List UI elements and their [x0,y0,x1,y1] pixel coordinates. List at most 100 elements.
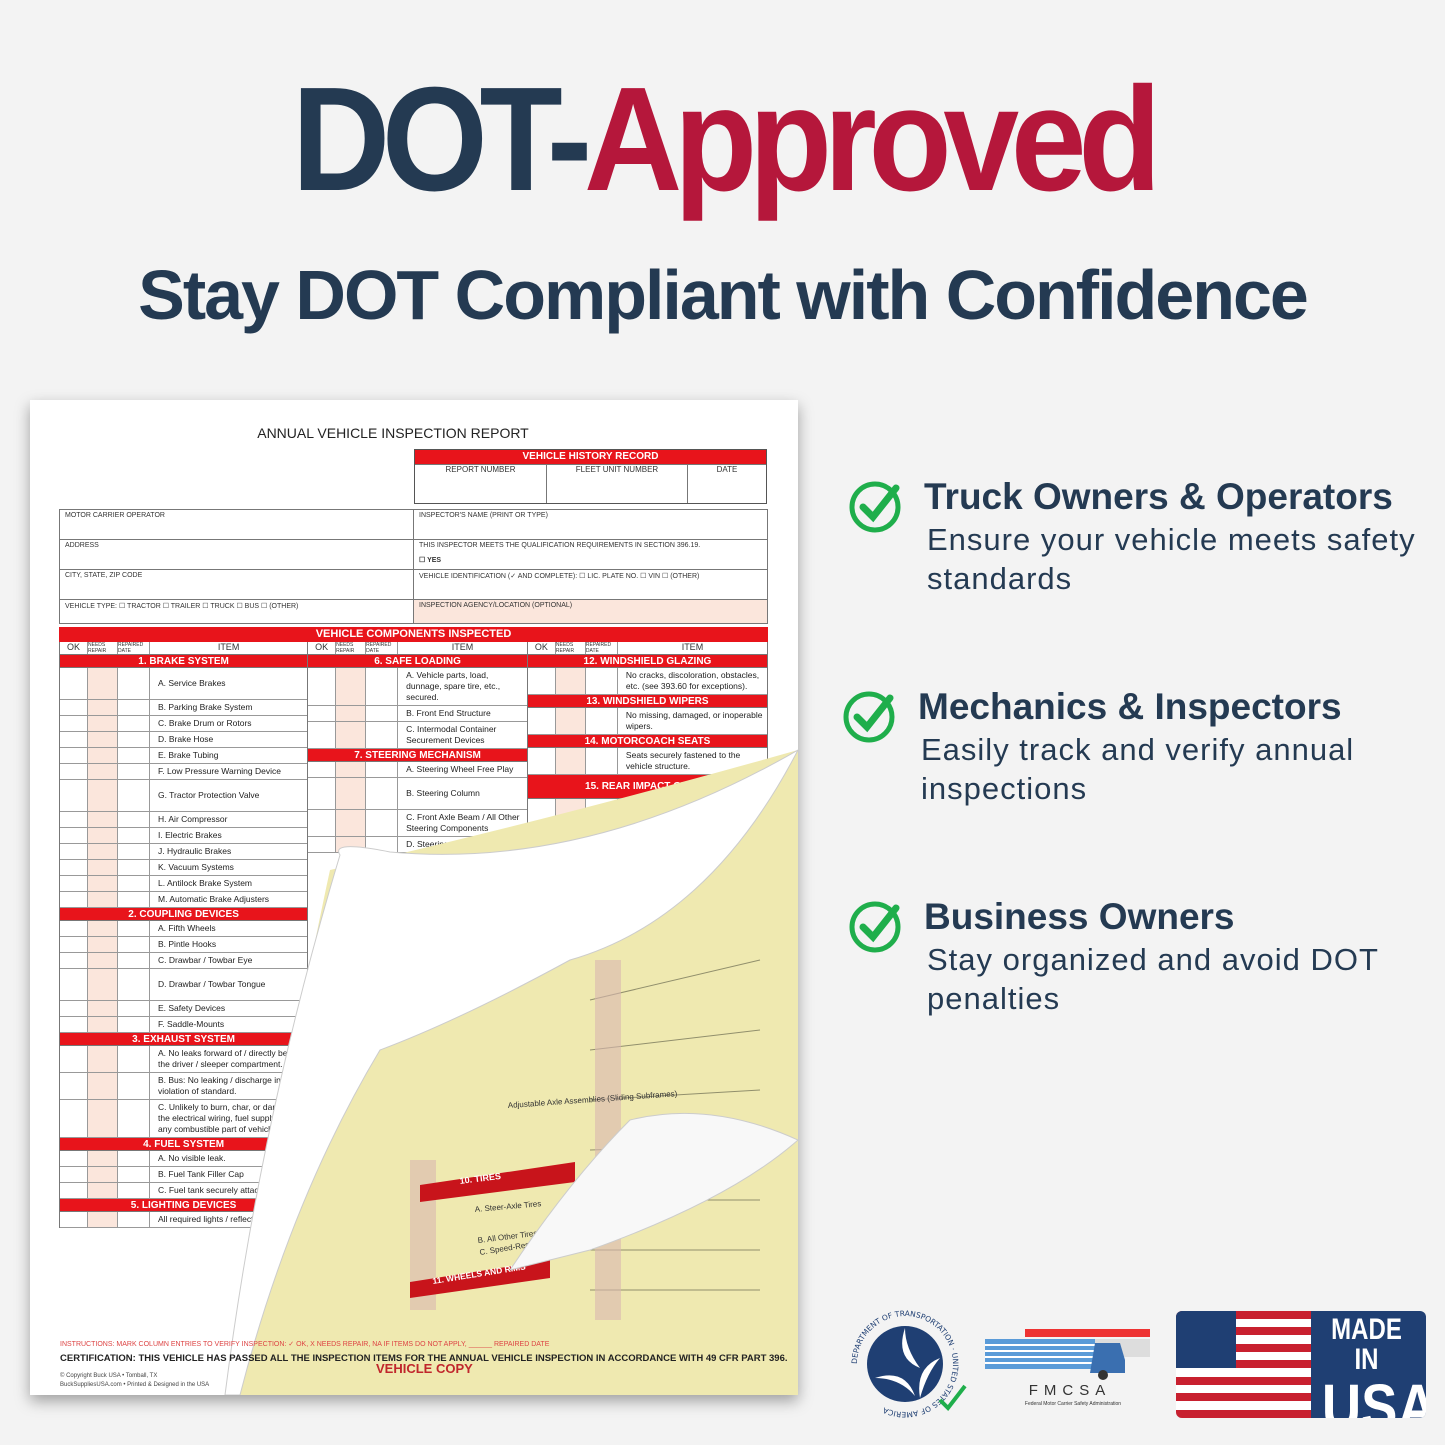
repaired-date-cell[interactable] [118,732,150,747]
needs-repair-cell[interactable] [336,778,367,809]
repaired-date-cell[interactable] [118,1046,150,1072]
repaired-date-cell[interactable] [118,1001,150,1016]
ok-cell[interactable] [308,810,337,836]
ok-cell[interactable] [60,716,88,731]
needs-repair-cell[interactable] [88,969,118,1000]
ok-cell[interactable] [60,732,88,747]
needs-repair-cell[interactable] [88,1151,118,1166]
ok-cell[interactable] [60,844,88,859]
ok-cell[interactable] [60,1167,88,1182]
qualification-field[interactable]: THIS INSPECTOR MEETS THE QUALIFICATION R… [414,540,767,569]
needs-repair-cell[interactable] [88,748,118,763]
needs-repair-cell[interactable] [88,937,118,952]
ok-cell[interactable] [308,722,337,748]
repaired-date-cell[interactable] [366,668,399,705]
needs-repair-cell[interactable] [88,716,118,731]
needs-repair-cell[interactable] [88,668,118,699]
repaired-date-cell[interactable] [366,762,399,777]
needs-repair-cell[interactable] [88,700,118,715]
repaired-date-cell[interactable] [118,876,150,891]
needs-repair-cell[interactable] [555,708,586,734]
repaired-date-cell[interactable] [586,668,618,694]
repaired-date-cell[interactable] [118,1212,150,1227]
ok-cell[interactable] [308,778,337,809]
needs-repair-cell[interactable] [88,844,118,859]
needs-repair-cell[interactable] [88,780,118,811]
needs-repair-cell[interactable] [336,668,367,705]
repaired-date-cell[interactable] [118,953,150,968]
needs-repair-cell[interactable] [88,1212,118,1227]
needs-repair-cell[interactable] [88,764,118,779]
needs-repair-cell[interactable] [336,810,367,836]
needs-repair-cell[interactable] [88,860,118,875]
repaired-date-cell[interactable] [366,810,399,836]
ok-cell[interactable] [308,762,337,777]
ok-cell[interactable] [60,1100,88,1137]
repaired-date-cell[interactable] [118,748,150,763]
operator-field[interactable]: MOTOR CARRIER OPERATOR [60,510,414,539]
ok-cell[interactable] [60,876,88,891]
needs-repair-cell[interactable] [336,762,367,777]
repaired-date-cell[interactable] [118,716,150,731]
ok-cell[interactable] [60,700,88,715]
repaired-date-cell[interactable] [586,708,618,734]
vehicle-type-field[interactable]: VEHICLE TYPE: ☐ TRACTOR ☐ TRAILER ☐ TRUC… [60,600,414,623]
needs-repair-cell[interactable] [88,953,118,968]
repaired-date-cell[interactable] [118,937,150,952]
ok-cell[interactable] [60,921,88,936]
ok-cell[interactable] [60,780,88,811]
repaired-date-cell[interactable] [118,969,150,1000]
ok-cell[interactable] [60,953,88,968]
repaired-date-cell[interactable] [366,722,399,748]
ok-cell[interactable] [308,837,337,852]
ok-cell[interactable] [60,1183,88,1198]
repaired-date-cell[interactable] [118,668,150,699]
needs-repair-cell[interactable] [336,706,367,721]
ok-cell[interactable] [528,668,556,694]
ok-cell[interactable] [60,860,88,875]
repaired-date-cell[interactable] [366,778,399,809]
repaired-date-cell[interactable] [118,780,150,811]
repaired-date-cell[interactable] [118,921,150,936]
repaired-date-cell[interactable] [586,748,618,774]
repaired-date-cell[interactable] [118,860,150,875]
ok-cell[interactable] [528,748,556,774]
repaired-date-cell[interactable] [366,837,399,852]
ok-cell[interactable] [60,892,88,907]
ok-cell[interactable] [60,1001,88,1016]
city-field[interactable]: CITY, STATE, ZIP CODE [60,570,414,599]
ok-cell[interactable] [60,668,88,699]
ok-cell[interactable] [60,1046,88,1072]
repaired-date-cell[interactable] [118,828,150,843]
needs-repair-cell[interactable] [88,732,118,747]
repaired-date-cell[interactable] [118,844,150,859]
ok-cell[interactable] [60,828,88,843]
repaired-date-cell[interactable] [118,1167,150,1182]
repaired-date-cell[interactable] [366,706,399,721]
repaired-date-cell[interactable] [118,1073,150,1099]
needs-repair-cell[interactable] [88,1167,118,1182]
needs-repair-cell[interactable] [88,1100,118,1137]
repaired-date-cell[interactable] [118,764,150,779]
needs-repair-cell[interactable] [88,892,118,907]
repaired-date-cell[interactable] [118,1017,150,1032]
repaired-date-cell[interactable] [118,892,150,907]
repaired-date-cell[interactable] [118,700,150,715]
needs-repair-cell[interactable] [88,812,118,827]
needs-repair-cell[interactable] [88,828,118,843]
ok-cell[interactable] [60,1073,88,1099]
needs-repair-cell[interactable] [336,722,367,748]
ok-cell[interactable] [308,706,337,721]
needs-repair-cell[interactable] [88,1001,118,1016]
repaired-date-cell[interactable] [118,1183,150,1198]
inspector-field[interactable]: INSPECTOR'S NAME (PRINT OR TYPE) [419,512,548,519]
repaired-date-cell[interactable] [118,812,150,827]
yes-checkbox[interactable]: ☐ YES [419,557,442,564]
vehicle-id-field[interactable]: VEHICLE IDENTIFICATION (✓ AND COMPLETE):… [419,573,700,580]
needs-repair-cell[interactable] [88,876,118,891]
ok-cell[interactable] [308,668,337,705]
ok-cell[interactable] [60,1212,88,1227]
repaired-date-cell[interactable] [118,1100,150,1137]
ok-cell[interactable] [60,764,88,779]
ok-cell[interactable] [528,708,556,734]
